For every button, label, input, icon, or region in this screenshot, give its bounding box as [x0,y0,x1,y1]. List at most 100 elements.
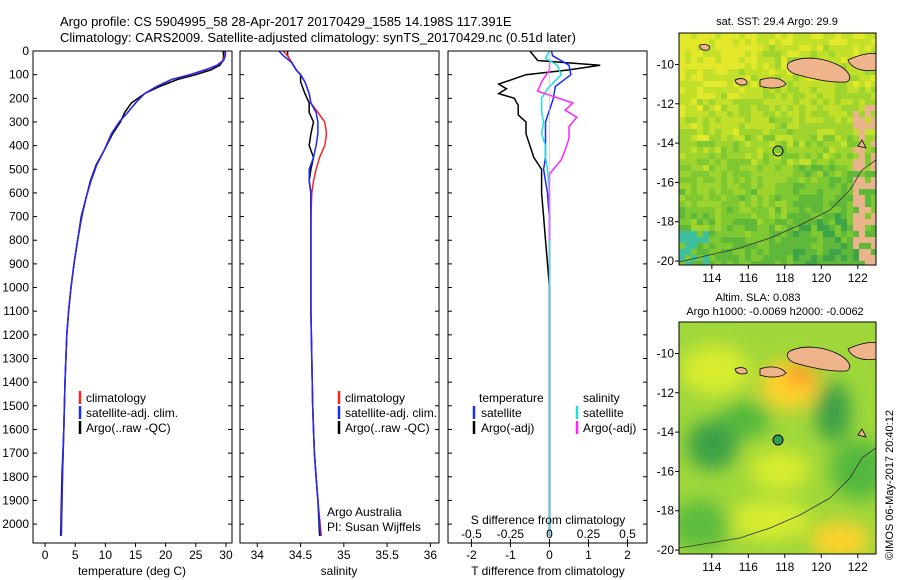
series-satellite-salinity [540,50,563,536]
legend-label-climatology: climatology [345,391,405,405]
difference-lines [496,50,601,543]
map-x-label: 120 [811,271,831,285]
sla-map-x-ticks: 114 116 118 120 122 [702,554,868,574]
legend-label-satellite: satellite-adj. clim. [345,406,437,420]
map-x-label: 122 [848,560,868,574]
x-tick-label: -1 [505,548,516,562]
map-x-label: 122 [848,271,868,285]
sla-map-frame [678,321,877,555]
imos-credit: ©IMOS 06-May-2017 20:40:12 [884,410,896,560]
difference-panel: -2 -1 0 1 2 -0.5 -0.25 0 0.25 0.5 S difference f… [447,50,648,578]
x-tick-label: 15 [129,548,143,562]
figure-title-line2: Climatology: CARS2009. Satellite-adjuste… [60,30,576,45]
difference-legend-salinity: salinity satellite Argo(-adj) [575,391,636,435]
legend-label-satellite: satellite-adj. clim. [86,406,178,420]
x-tick-label: 0 [546,548,553,562]
annotation-argo-australia: Argo Australia [327,505,402,519]
depth-tick-label: 100 [9,68,29,82]
legend-label-argo: Argo(..raw -QC) [86,421,171,435]
difference-x-ticks: -2 -1 0 1 2 [466,543,631,562]
x-tick-label: 5 [72,548,79,562]
series-satellite-adj-clim [278,50,322,536]
legend-title-salinity: salinity [583,391,620,405]
depth-tick-label: 600 [9,186,29,200]
legend-label-argo-temp: Argo(-adj) [481,421,534,435]
x-tick-label: 34.5 [289,548,313,562]
sst-map-land [699,44,876,149]
series-climatology [282,50,328,536]
sst-map: sat. SST: 29.4 Argo: 29.9 114 116 118 120 12… [657,16,877,285]
map-y-label: -18 [657,504,675,518]
x-tick-label: 35 [337,548,351,562]
map-y-label: -14 [657,425,675,439]
depth-tick-label: 1800 [2,470,29,484]
salinity-x-ticks: 34 34.5 35 35.5 36 [251,543,438,562]
temperature-legend: climatology satellite-adj. clim. Argo(..… [78,391,178,435]
t-difference-label: T difference from climatology [471,564,625,578]
series-satellite-adj-clim [60,51,227,536]
sla-map-subtitle: Argo h1000: -0.0069 h2000: -0.0062 [686,306,863,318]
legend-label-sat-temp: satellite [481,406,522,420]
depth-tick-label: 1500 [2,399,29,413]
depth-tick-label: 1100 [3,304,29,318]
sst-map-frame [678,32,877,266]
map-y-label: -20 [657,543,675,557]
depth-tick-label: 1900 [2,493,29,507]
depth-tick-label: 800 [9,233,29,247]
annotation-pi: PI: Susan Wijffels [327,520,421,534]
x-tick-label: 35.5 [375,548,399,562]
x-tick-label: 20 [159,548,173,562]
legend-title-temperature: temperature [479,391,544,405]
legend-label-argo-sal: Argo(-adj) [583,421,636,435]
depth-tick-label: 900 [9,257,29,271]
salinity-legend: climatology satellite-adj. clim. Argo(..… [337,391,437,435]
map-y-label: -18 [657,215,675,229]
legend-label-sat-sal: satellite [583,406,624,420]
map-x-label: 118 [775,271,794,285]
x-tick-label: -2 [466,548,477,562]
sla-map-y-ticks: -10 -12 -14 -16 -18 -20 [657,346,679,557]
salinity-difference-ticks: -0.5 -0.25 0 0.25 0.5 [461,527,636,543]
map-y-label: -12 [657,97,675,111]
x-tick-label: 36 [424,548,438,562]
x-tick-label: 0 [42,548,49,562]
s-tick-label: -0.25 [497,527,525,541]
map-x-label: 120 [811,560,831,574]
s-tick-label: 0.5 [619,527,636,541]
x-tick-label: 10 [99,548,113,562]
depth-tick-label: 1300 [2,352,29,366]
sla-anomaly-blobs [679,345,876,554]
x-tick-label: 2 [624,548,631,562]
temperature-xlabel: temperature (deg C) [78,564,186,578]
sst-map-x-ticks: 114 116 118 120 122 [702,265,868,285]
salinity-lines [278,50,328,536]
depth-tick-label: 0 [22,44,29,58]
s-difference-label: S difference from climatology [471,513,626,527]
depth-tick-label: 700 [9,210,29,224]
map-y-label: -12 [657,386,675,400]
x-tick-label: 34 [251,548,265,562]
series-argo-raw-qc [59,50,225,536]
sla-map: Altim. SLA: 0.083 Argo h1000: -0.0069 h2… [657,292,877,574]
map-x-label: 114 [702,560,721,574]
difference-y-ticks [448,50,647,525]
map-x-label: 116 [739,271,758,285]
sst-argo-float-marker [772,145,784,157]
depth-tick-label: 200 [9,91,29,105]
depth-tick-label: 1000 [2,281,29,295]
temperature-frame [32,50,233,544]
figure-title-line1: Argo profile: CS 5904995_58 28-Apr-2017 … [60,14,512,29]
sst-map-title: sat. SST: 29.4 Argo: 29.9 [716,16,838,28]
temperature-panel: 0 5 10 15 20 25 30 0 100 200 300 400 500 600 700 800 90… [2,44,233,578]
map-x-label: 114 [702,271,721,285]
temperature-x-ticks: 0 5 10 15 20 25 30 [42,543,233,562]
sla-map-title: Altim. SLA: 0.083 [716,292,801,304]
map-x-label: 118 [775,560,794,574]
sst-map-field [679,33,876,265]
sla-map-land [734,341,876,438]
sst-pixel-grid [679,33,876,265]
salinity-frame [239,50,440,544]
difference-frame [447,50,648,544]
sst-contour-line [679,159,876,263]
